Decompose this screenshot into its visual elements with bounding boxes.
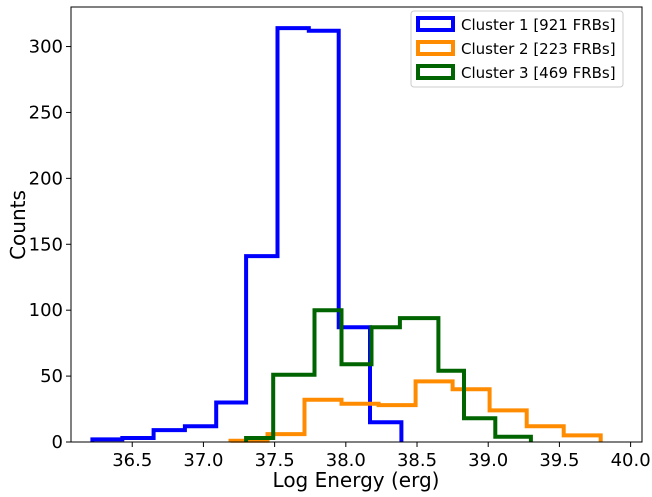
y-axis-ticks: 0 50 100 150 200 250 300 [29, 37, 71, 453]
histogram-series-cluster-2 [228, 379, 603, 443]
x-tick-label: 37.5 [255, 450, 295, 471]
legend-label-cluster-3: Cluster 3 [469 FRBs] [461, 64, 616, 82]
x-tick-label: 37.0 [183, 450, 223, 471]
y-axis-label: Counts [6, 190, 30, 260]
x-axis-ticks: 36.5 37.0 37.5 38.0 38.5 39.0 39.5 40.0 [112, 442, 651, 471]
x-tick-label: 39.5 [539, 450, 579, 471]
y-tick-label: 250 [29, 102, 63, 123]
plot-area [90, 26, 603, 443]
histogram-series-cluster-1 [90, 26, 404, 442]
legend: Cluster 1 [921 FRBs] Cluster 2 [223 FRBs… [410, 10, 624, 88]
x-tick-label: 38.5 [397, 450, 437, 471]
legend-box [410, 10, 624, 88]
y-tick-label: 300 [29, 37, 63, 58]
x-tick-label: 38.0 [326, 450, 366, 471]
x-tick-label: 40.0 [611, 450, 651, 471]
x-tick-label: 39.0 [468, 450, 508, 471]
x-axis-label: Log Energy (erg) [273, 468, 440, 492]
legend-label-cluster-2: Cluster 2 [223 FRBs] [461, 40, 616, 58]
y-tick-label: 150 [29, 234, 63, 255]
axes-frame [70, 6, 643, 443]
y-tick-label: 50 [40, 366, 63, 387]
legend-swatch-cluster-3 [416, 64, 455, 80]
x-tick-label: 36.5 [112, 450, 152, 471]
y-tick-label: 100 [29, 300, 63, 321]
legend-swatch-cluster-2 [416, 40, 455, 56]
legend-label-cluster-1: Cluster 1 [921 FRBs] [461, 16, 616, 34]
y-tick-label: 200 [29, 168, 63, 189]
y-tick-label: 0 [52, 432, 63, 453]
histogram-series-cluster-3 [244, 308, 533, 442]
legend-swatch-cluster-1 [416, 16, 455, 32]
